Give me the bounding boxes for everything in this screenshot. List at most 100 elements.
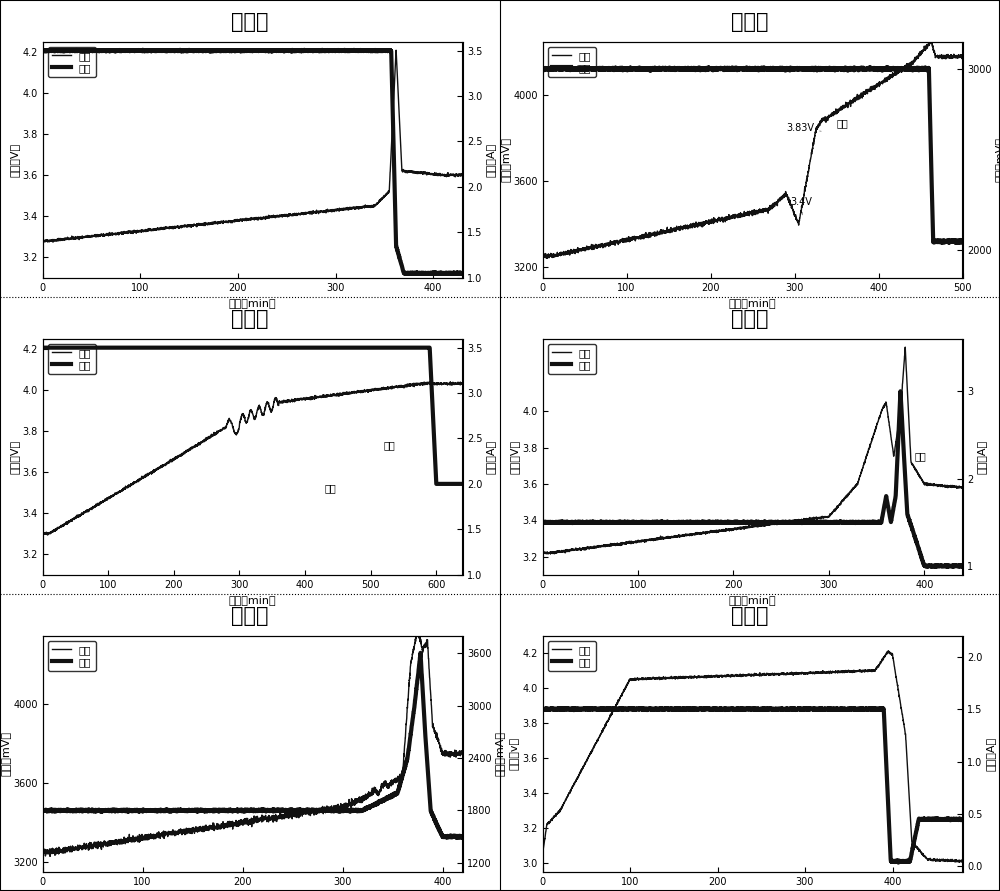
电压 xyxy=(925,35,937,45)
电流 xyxy=(536,704,548,715)
电压 xyxy=(899,342,911,353)
Legend: 电压, 电流: 电压, 电流 xyxy=(548,344,596,374)
电流 xyxy=(947,561,959,572)
电压 xyxy=(109,838,121,848)
电压 xyxy=(403,166,415,176)
电流 xyxy=(449,268,461,279)
Y-axis label: 电流（mA）: 电流（mA） xyxy=(495,732,505,776)
电流 xyxy=(950,238,962,249)
Text: 异常三: 异常三 xyxy=(231,309,269,329)
电压 xyxy=(456,379,468,389)
电流 xyxy=(84,805,96,816)
Line: 电流: 电流 xyxy=(42,347,462,484)
电压 xyxy=(956,482,968,493)
Y-axis label: 电流（A）: 电流（A） xyxy=(986,737,996,771)
电压 xyxy=(716,671,728,682)
电流 xyxy=(109,805,121,816)
电流 xyxy=(698,704,710,715)
电流 xyxy=(949,813,961,824)
电流 xyxy=(456,831,468,842)
电压 xyxy=(956,51,968,61)
电流 xyxy=(448,478,460,489)
电压 xyxy=(716,212,728,223)
Line: 电压: 电压 xyxy=(542,347,962,554)
电流 xyxy=(448,831,460,842)
电流 xyxy=(609,517,621,527)
电压 xyxy=(37,843,48,854)
Legend: 电压, 电流: 电压, 电流 xyxy=(548,47,596,78)
Text: 电压: 电压 xyxy=(0,890,1,891)
电压 xyxy=(953,857,965,868)
Line: 电压: 电压 xyxy=(42,628,462,856)
电压 xyxy=(449,748,461,758)
电压 xyxy=(585,542,597,552)
Text: 异常六: 异常六 xyxy=(731,606,769,626)
电流 xyxy=(584,62,596,73)
电压 xyxy=(903,791,915,802)
电流 xyxy=(37,45,48,56)
电压 xyxy=(609,701,621,712)
电压 xyxy=(948,854,960,865)
电流 xyxy=(903,63,915,74)
电压 xyxy=(698,217,710,228)
Text: 异常二: 异常二 xyxy=(731,12,769,32)
电流 xyxy=(894,386,906,396)
电压 xyxy=(956,856,968,867)
电流 xyxy=(609,63,621,74)
电流 xyxy=(198,342,210,353)
电压 xyxy=(390,45,402,55)
电流 xyxy=(536,63,548,74)
Line: 电压: 电压 xyxy=(542,40,962,258)
电压 xyxy=(424,376,436,387)
电压 xyxy=(716,526,728,536)
电流 xyxy=(948,235,960,246)
电流 xyxy=(956,236,968,247)
Y-axis label: 电压（mV）: 电压（mV） xyxy=(500,137,510,182)
电流 xyxy=(198,45,210,56)
电流 xyxy=(198,805,210,815)
电流 xyxy=(109,342,121,353)
电压 xyxy=(544,549,556,560)
Line: 电流: 电流 xyxy=(42,50,462,274)
Text: 3.83V: 3.83V xyxy=(786,123,821,133)
电流 xyxy=(84,342,96,353)
Text: 异常五: 异常五 xyxy=(231,606,269,626)
电流 xyxy=(216,45,228,56)
Text: 电压: 电压 xyxy=(325,484,336,494)
X-axis label: 时间（min）: 时间（min） xyxy=(229,298,276,308)
电压 xyxy=(412,623,424,634)
电流 xyxy=(584,704,596,715)
Line: 电压: 电压 xyxy=(42,50,462,242)
电流 xyxy=(616,703,628,714)
电流 xyxy=(403,267,415,278)
电压 xyxy=(216,820,228,830)
电流 xyxy=(956,814,968,825)
电流 xyxy=(698,63,710,74)
电压 xyxy=(42,530,54,541)
Line: 电流: 电流 xyxy=(542,708,962,862)
Y-axis label: 电流（mV）: 电流（mV） xyxy=(995,137,1000,182)
电压 xyxy=(198,436,210,446)
电流 xyxy=(216,805,228,816)
Text: 电压: 电压 xyxy=(915,452,927,462)
电压 xyxy=(403,380,415,390)
电压 xyxy=(216,424,228,435)
Line: 电流: 电流 xyxy=(542,391,962,567)
Legend: 电压, 电流: 电压, 电流 xyxy=(48,641,96,671)
电流 xyxy=(84,45,96,56)
电压 xyxy=(47,237,59,248)
电流 xyxy=(109,45,121,56)
Legend: 电压, 电流: 电压, 电流 xyxy=(48,47,96,78)
Y-axis label: 电压（mV）: 电压（mV） xyxy=(0,732,10,776)
电压 xyxy=(536,252,548,263)
电流 xyxy=(37,805,48,816)
电压 xyxy=(85,232,97,242)
电压 xyxy=(949,52,961,62)
电压 xyxy=(44,851,56,862)
电流 xyxy=(584,517,596,527)
电压 xyxy=(903,59,915,69)
电流 xyxy=(903,856,915,867)
电流 xyxy=(37,342,48,353)
电压 xyxy=(540,253,552,264)
电流 xyxy=(716,63,728,74)
